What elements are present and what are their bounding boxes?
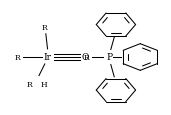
Text: R: R [14, 54, 20, 61]
Text: R: R [26, 80, 32, 88]
Text: R: R [42, 24, 47, 32]
Text: P: P [106, 53, 113, 62]
Text: O: O [81, 53, 89, 62]
Text: R: R [83, 54, 89, 61]
Text: H: H [40, 80, 47, 88]
Text: Ir: Ir [43, 53, 51, 62]
